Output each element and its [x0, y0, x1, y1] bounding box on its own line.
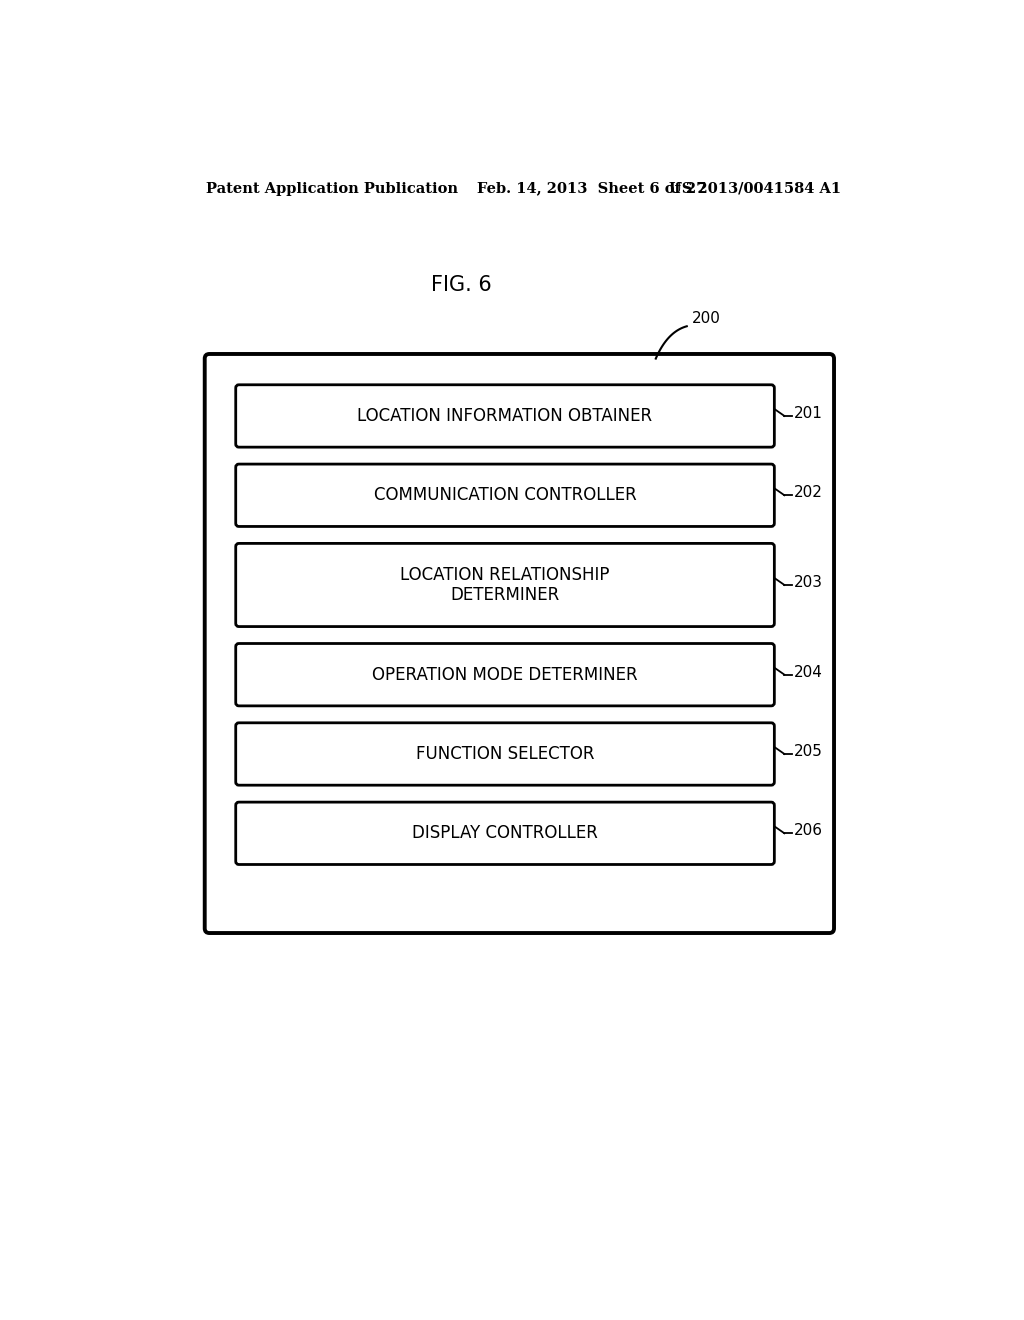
Text: FUNCTION SELECTOR: FUNCTION SELECTOR — [416, 744, 594, 763]
Text: OPERATION MODE DETERMINER: OPERATION MODE DETERMINER — [373, 665, 638, 684]
Text: US 2013/0041584 A1: US 2013/0041584 A1 — [669, 182, 841, 195]
Text: COMMUNICATION CONTROLLER: COMMUNICATION CONTROLLER — [374, 486, 636, 504]
FancyBboxPatch shape — [236, 544, 774, 627]
Text: Patent Application Publication: Patent Application Publication — [206, 182, 458, 195]
Text: 200: 200 — [692, 312, 721, 326]
Text: 202: 202 — [794, 486, 822, 500]
FancyBboxPatch shape — [236, 723, 774, 785]
FancyBboxPatch shape — [236, 803, 774, 865]
Text: LOCATION RELATIONSHIP
DETERMINER: LOCATION RELATIONSHIP DETERMINER — [400, 565, 609, 605]
FancyBboxPatch shape — [236, 385, 774, 447]
FancyBboxPatch shape — [205, 354, 834, 933]
Text: 203: 203 — [794, 576, 822, 590]
Text: 205: 205 — [794, 744, 822, 759]
FancyBboxPatch shape — [236, 644, 774, 706]
Text: DISPLAY CONTROLLER: DISPLAY CONTROLLER — [412, 824, 598, 842]
Text: 206: 206 — [794, 824, 822, 838]
Text: 201: 201 — [794, 407, 822, 421]
Text: LOCATION INFORMATION OBTAINER: LOCATION INFORMATION OBTAINER — [357, 407, 652, 425]
FancyBboxPatch shape — [236, 465, 774, 527]
Text: 204: 204 — [794, 665, 822, 680]
Text: Feb. 14, 2013  Sheet 6 of 27: Feb. 14, 2013 Sheet 6 of 27 — [477, 182, 707, 195]
Text: FIG. 6: FIG. 6 — [431, 276, 492, 296]
